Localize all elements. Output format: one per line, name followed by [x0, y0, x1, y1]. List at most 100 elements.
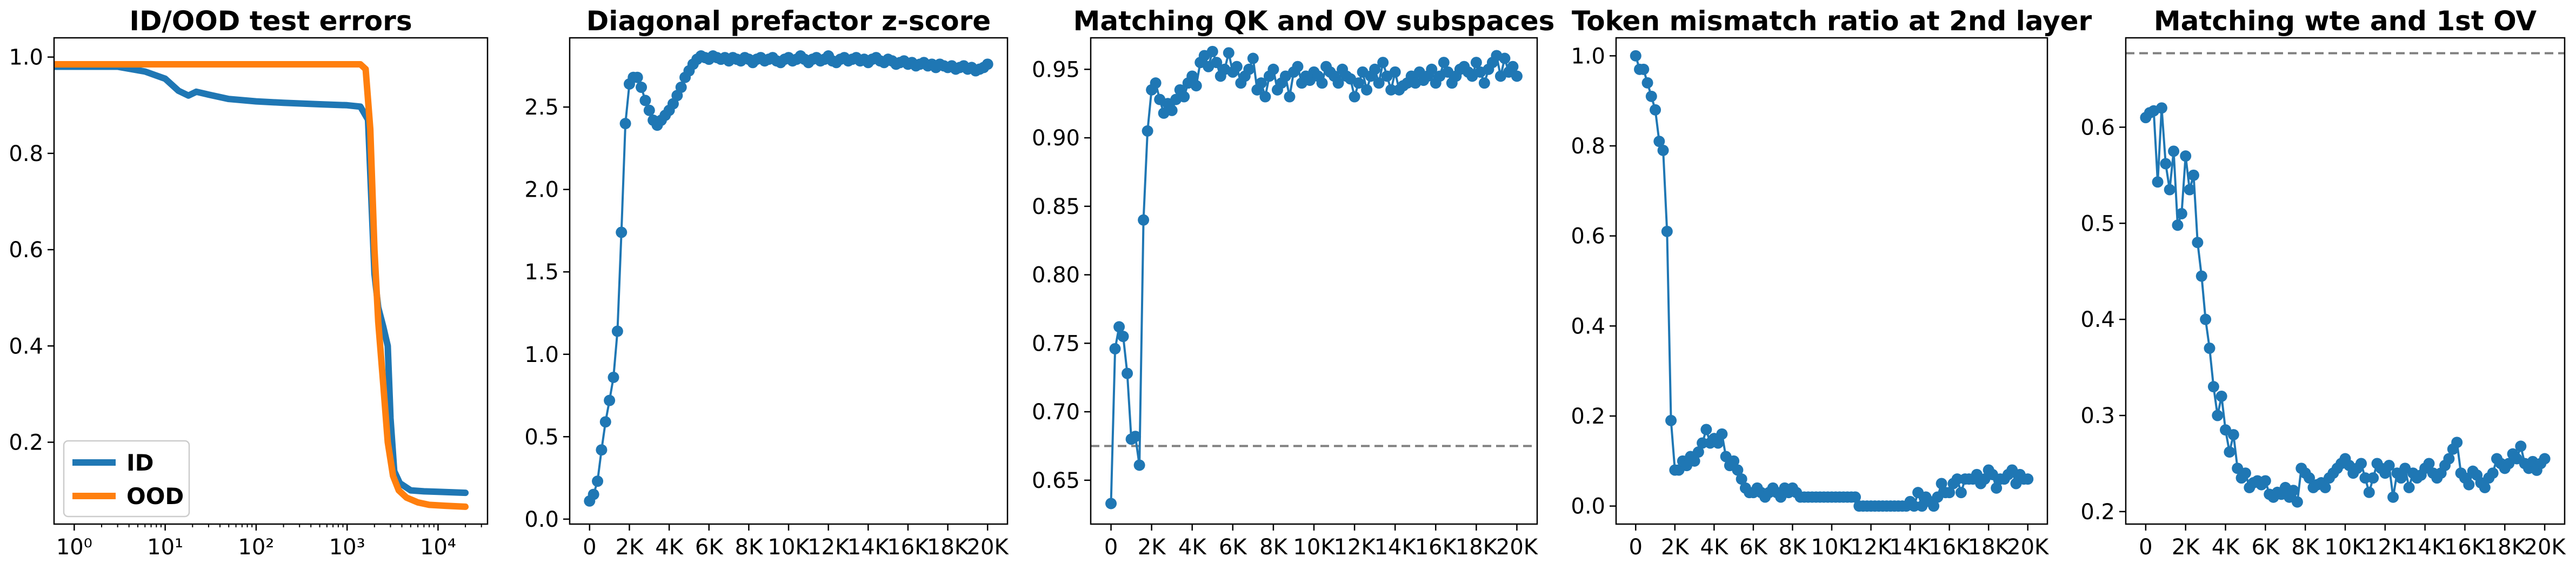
data-point	[599, 416, 611, 428]
data-point	[2259, 475, 2271, 487]
data-point	[1361, 84, 1373, 96]
y-tick-label: 0.70	[1032, 400, 1080, 425]
data-point	[1138, 214, 1150, 226]
data-point	[1944, 487, 1956, 499]
data-point	[1692, 446, 1704, 458]
axes-frame	[53, 37, 489, 525]
data-point	[2164, 184, 2175, 196]
y-tick-label: 0.2	[2080, 500, 2115, 525]
data-point	[1955, 487, 1967, 499]
x-tick-label: 10K	[1293, 535, 1336, 560]
data-point	[619, 118, 631, 130]
x-tick-label: 8K	[1779, 535, 1807, 560]
series-group	[1105, 45, 1523, 509]
data-point	[2155, 102, 2167, 114]
data-point	[1186, 70, 1198, 82]
y-tick-label: 1.0	[1571, 44, 1605, 69]
y-tick-label: 0.65	[1032, 468, 1080, 493]
data-point	[1653, 136, 1665, 147]
data-point	[2387, 491, 2399, 503]
series-group	[2140, 102, 2551, 508]
x-tick-label: 4K	[1178, 535, 1207, 560]
y-tick-label: 1.0	[9, 45, 43, 70]
chart-panel-4: Matching wte and 1st OV 0 2K 4K 6K 8K 10K12K14…	[2080, 5, 2566, 560]
x-tick-label: 8K	[2291, 535, 2320, 560]
data-point	[2180, 150, 2192, 162]
data-point	[608, 371, 619, 383]
x-tick-label: 8K	[735, 535, 764, 560]
data-point	[1661, 225, 1673, 237]
y-tick-label: 0.2	[9, 431, 43, 455]
data-point	[1130, 431, 1142, 442]
x-tick-label: 10¹	[147, 535, 183, 560]
y-tick-label: 0.85	[1032, 195, 1080, 219]
data-point	[2184, 184, 2195, 196]
data-point	[643, 104, 655, 116]
data-point	[1650, 104, 1661, 116]
data-point	[611, 325, 623, 337]
chart-title: Matching wte and 1st OV	[2154, 5, 2537, 37]
data-point	[1665, 414, 1677, 426]
x-tick-label: 0	[583, 535, 596, 560]
data-point	[2367, 472, 2379, 484]
data-point	[2152, 176, 2164, 188]
data-point	[2187, 169, 2199, 181]
data-point	[2395, 472, 2407, 484]
x-tick-label: 14K	[2404, 535, 2447, 560]
x-tick-label: 20K	[2007, 535, 2050, 560]
data-point	[1109, 343, 1121, 354]
x-tick-label: 10K	[768, 535, 810, 560]
data-point	[1267, 63, 1279, 75]
axes-frame	[1090, 37, 1538, 525]
x-tick-label: 10²	[238, 535, 274, 560]
x-tick-label: 18K	[2484, 535, 2527, 560]
data-point	[2423, 458, 2435, 470]
data-point	[604, 394, 616, 406]
data-point	[2319, 481, 2331, 493]
series-line-ood	[54, 61, 469, 510]
data-point	[1499, 52, 1511, 64]
axes-frame	[2125, 37, 2566, 525]
x-tick-label: 6K	[1219, 535, 1247, 560]
x-tick-label: 2K	[1661, 535, 1690, 560]
y-tick-label: 0.80	[1032, 263, 1080, 288]
data-point	[1697, 437, 1709, 449]
data-point	[1438, 57, 1450, 69]
data-point	[1728, 455, 1740, 467]
x-tick-label: 8K	[1259, 535, 1288, 560]
data-point	[1645, 90, 1657, 102]
data-point	[1470, 57, 1482, 69]
y-tick-label: 0.5	[2080, 211, 2115, 236]
data-point	[675, 82, 687, 93]
data-point	[1332, 77, 1344, 89]
data-point	[1243, 63, 1255, 75]
data-point	[1716, 428, 1728, 440]
data-point	[2539, 453, 2551, 465]
data-point	[1259, 91, 1271, 103]
legend-label: OOD	[126, 483, 184, 509]
series-line-id	[54, 63, 469, 497]
data-point	[1349, 91, 1360, 103]
y-tick-label: 0.8	[9, 142, 43, 166]
data-point	[1122, 367, 1133, 379]
data-point	[592, 475, 604, 487]
y-tick-label: 0.90	[1032, 126, 1080, 151]
data-point	[1166, 104, 1178, 116]
data-point	[1316, 77, 1328, 89]
data-point	[631, 71, 643, 83]
data-point	[2227, 429, 2239, 441]
x-tick-label: 10K	[1811, 535, 1853, 560]
data-point	[2172, 219, 2184, 231]
y-tick-label: 0.5	[524, 425, 559, 450]
series-line-0	[1110, 50, 1518, 505]
x-tick-label: 6K	[695, 535, 724, 560]
data-point	[2443, 453, 2455, 465]
data-point	[2487, 467, 2499, 479]
x-tick-label: 18K	[1968, 535, 2011, 560]
x-tick-label: 14K	[847, 535, 890, 560]
data-point	[1353, 77, 1365, 89]
data-point	[1292, 61, 1304, 72]
x-tick-label: 0	[2139, 535, 2152, 560]
data-point	[1385, 84, 1397, 96]
